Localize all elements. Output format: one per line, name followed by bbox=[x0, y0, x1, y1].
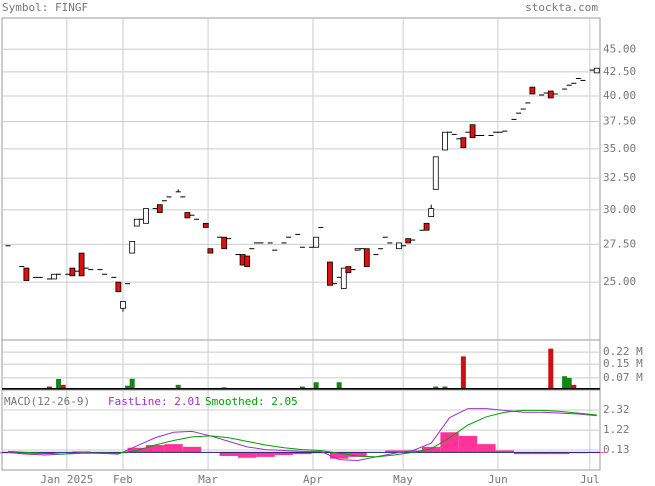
y-tick-label: 30.00 bbox=[603, 203, 636, 216]
macd-line bbox=[7, 409, 597, 458]
x-tick-label: Jan 2025 bbox=[40, 473, 93, 486]
candle-body bbox=[345, 266, 352, 274]
y-tick-label: 0.13 bbox=[603, 443, 630, 456]
candle-body bbox=[143, 208, 149, 224]
macd-histogram-bar bbox=[17, 452, 36, 455]
macd-histogram-bar bbox=[385, 450, 404, 453]
candle-body bbox=[529, 86, 536, 95]
macd-histogram-bar bbox=[182, 446, 202, 453]
candle-body bbox=[428, 208, 435, 217]
candle-body bbox=[432, 156, 439, 190]
volume-bar bbox=[460, 356, 466, 390]
candle-body bbox=[354, 248, 361, 251]
y-tick-label: 32.50 bbox=[603, 171, 636, 184]
x-tick-label: Feb bbox=[113, 473, 133, 486]
volume-bar bbox=[566, 377, 572, 390]
y-tick-label: 2.32 bbox=[603, 403, 630, 416]
macd-histogram-bar bbox=[550, 452, 570, 455]
x-tick-label: Jul bbox=[580, 473, 600, 486]
x-tick-label: Jun bbox=[488, 473, 508, 486]
y-tick-label: 0.07 M bbox=[603, 371, 643, 384]
candle-body bbox=[469, 124, 476, 139]
x-tick-label: Mar bbox=[198, 473, 218, 486]
macd-histogram-bar bbox=[495, 450, 514, 453]
macd-histogram-bar bbox=[219, 452, 238, 456]
candle-body bbox=[69, 267, 76, 277]
macd-histogram-bar bbox=[145, 445, 165, 453]
volume-bar bbox=[562, 376, 568, 390]
y-tick-label: 0.22 M bbox=[603, 345, 643, 358]
candle-body bbox=[202, 222, 209, 228]
y-tick-label: 40.00 bbox=[603, 89, 636, 102]
candle-body bbox=[363, 248, 370, 267]
candle-body bbox=[51, 273, 57, 280]
volume-bar bbox=[336, 382, 342, 390]
y-tick-label: 37.50 bbox=[603, 115, 636, 128]
candle-body bbox=[396, 242, 402, 250]
macd-histogram-bar bbox=[421, 446, 441, 453]
y-tick-label: 27.50 bbox=[603, 237, 636, 250]
macd-histogram-bar bbox=[274, 452, 294, 456]
legend-entry: Smoothed: 2.05 bbox=[205, 395, 298, 408]
candle-body bbox=[78, 252, 85, 277]
candle-body bbox=[120, 301, 126, 309]
volume-bar bbox=[60, 384, 66, 390]
volume-bar bbox=[175, 384, 181, 390]
candle-body bbox=[184, 212, 191, 219]
macd-histogram-bar bbox=[532, 452, 551, 455]
y-tick-label: 0.15 M bbox=[603, 357, 643, 370]
candle-body bbox=[460, 137, 467, 149]
volume-bar bbox=[129, 378, 135, 390]
candle-body bbox=[156, 204, 163, 213]
candle-body bbox=[115, 281, 122, 293]
macd-histogram-bar bbox=[440, 432, 459, 453]
macd-histogram-bar bbox=[329, 452, 349, 459]
symbol-label: Symbol: FINGF bbox=[2, 1, 88, 14]
source-label: stockta.com bbox=[525, 1, 598, 14]
volume-bar bbox=[571, 384, 577, 390]
y-tick-label: 35.00 bbox=[603, 142, 636, 155]
candle-body bbox=[244, 255, 251, 267]
x-tick-label: May bbox=[393, 473, 413, 486]
y-tick-label: 25.00 bbox=[603, 275, 636, 288]
legend-entry: FastLine: 2.01 bbox=[108, 395, 201, 408]
volume-bar bbox=[56, 378, 62, 390]
candle-body bbox=[313, 236, 320, 248]
candle-body bbox=[593, 67, 600, 74]
macd-histogram-bar bbox=[164, 444, 183, 453]
macd-histogram-bar bbox=[256, 452, 275, 457]
y-tick-label: 42.50 bbox=[603, 65, 636, 78]
macd-histogram-bar bbox=[293, 452, 312, 455]
volume-bar bbox=[313, 382, 319, 390]
candle-body bbox=[221, 236, 228, 250]
y-tick-label: 1.22 bbox=[603, 423, 630, 436]
candle-body bbox=[207, 248, 214, 254]
candle-body bbox=[129, 241, 136, 254]
macd-histogram-bar bbox=[237, 452, 257, 458]
x-tick-label: Apr bbox=[303, 473, 323, 486]
macd-title: MACD(12-26-9) bbox=[4, 395, 90, 408]
y-tick-label: 45.00 bbox=[603, 42, 636, 55]
volume-bar bbox=[125, 385, 131, 390]
macd-histogram-bar bbox=[477, 444, 496, 453]
macd-histogram-bar bbox=[348, 452, 367, 457]
candle-body bbox=[327, 261, 333, 286]
candle-body bbox=[423, 222, 430, 231]
candle-body bbox=[442, 131, 448, 151]
candle-body bbox=[340, 267, 347, 289]
candle-body bbox=[405, 238, 412, 244]
candle-body bbox=[23, 267, 30, 281]
volume-bar bbox=[548, 348, 554, 390]
candle-body bbox=[133, 218, 140, 227]
macd-histogram-bar bbox=[458, 435, 478, 453]
macd-histogram-bar bbox=[513, 452, 533, 455]
macd-histogram-bar bbox=[403, 450, 422, 453]
candle-body bbox=[547, 90, 554, 99]
